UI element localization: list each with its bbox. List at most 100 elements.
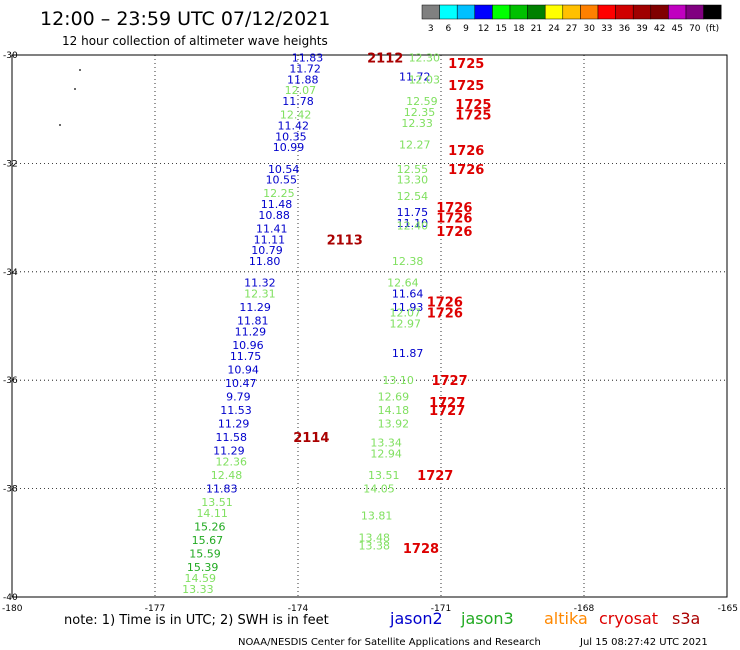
jason3-swh-label: 12.64 [387, 277, 419, 290]
jason3-swh-label: 13.34 [370, 437, 402, 450]
jason3-swh-label: 12.38 [392, 255, 424, 268]
pass-time-label: 1726 [427, 296, 463, 311]
color-scale-label: 39 [636, 24, 648, 34]
jason3-swh-label: 13.33 [182, 583, 214, 596]
jason2-swh-label: 11.83 [292, 52, 324, 65]
jason3-swh-label: 15.59 [189, 548, 221, 561]
jason3-swh-label: 14.18 [378, 404, 410, 417]
footer-timestamp: Jul 15 08:27:42 UTC 2021 [579, 637, 708, 648]
color-scale-swatch [650, 4, 669, 20]
pass-time-label: 1725 [455, 98, 491, 113]
jason2-swh-label: 10.99 [273, 141, 305, 154]
color-scale-swatch [580, 4, 599, 20]
pass-time-label: 1726 [436, 212, 472, 227]
color-scale-swatch [527, 4, 546, 20]
jason3-swh-label: 13.51 [201, 496, 233, 509]
jason3-swh-label: 12.36 [216, 456, 248, 469]
wave-height-points: 11.8311.7211.8811.7811.4210.3510.9910.54… [182, 52, 440, 596]
jason2-swh-label: 11.29 [235, 325, 267, 338]
satellite-legend-cryosat: cryosat [599, 609, 658, 628]
color-scale-swatch [456, 4, 476, 20]
y-tick-label: -32 [3, 159, 18, 169]
jason2-swh-label: 11.87 [392, 347, 424, 360]
jason2-swh-label: 11.41 [256, 222, 288, 235]
jason2-swh-label: 10.79 [251, 244, 283, 257]
color-scale-label: (ft) [706, 24, 720, 34]
color-scale-swatch [615, 4, 634, 20]
jason3-swh-label: 12.97 [390, 317, 422, 330]
x-axis-ticks: -180 -177 -174 -171 -168 -165 [2, 604, 738, 614]
jason3-swh-label: 13.51 [368, 469, 400, 482]
jason3-swh-label: 12.25 [263, 187, 295, 200]
pass-time-label: 1725 [455, 109, 491, 124]
jason3-swh-label: 12.07 [390, 306, 422, 319]
jason2-swh-label: 11.42 [277, 119, 309, 132]
y-tick-label: -30 [3, 51, 18, 61]
jason2-swh-label: 10.88 [258, 209, 290, 222]
chart-subtitle: 12 hour collection of altimeter wave hei… [62, 34, 328, 48]
x-tick-label: -171 [431, 604, 451, 614]
color-scale-label: 12 [478, 24, 489, 34]
jason2-swh-label: 10.35 [275, 130, 307, 143]
color-scale-swatch [632, 4, 652, 20]
pass-time-label: 1727 [429, 404, 465, 419]
color-scale-label: 3 [428, 24, 434, 34]
jason2-swh-label: 11.29 [213, 445, 245, 458]
jason3-swh-label: 13.10 [382, 374, 414, 387]
jason2-swh-label: 9.79 [226, 390, 251, 403]
jason3-swh-label: 13.30 [397, 174, 429, 187]
jason2-swh-label: 11.88 [287, 73, 319, 86]
jason2-swh-label: 11.81 [237, 315, 269, 328]
pass-time-label: 2113 [327, 233, 363, 248]
satellite-legend-jason2: jason2 [389, 609, 443, 628]
x-tick-label: -180 [2, 604, 23, 614]
jason2-swh-label: 11.75 [397, 206, 429, 219]
land-dot [74, 88, 76, 90]
color-scale-swatch [544, 4, 564, 20]
color-scale-swatch [668, 4, 687, 20]
footer-credit: NOAA/NESDIS Center for Satellite Applica… [238, 637, 541, 648]
color-scale-swatch [492, 4, 511, 20]
jason3-swh-label: 13.81 [361, 510, 393, 523]
color-scale-swatch [474, 4, 493, 20]
y-axis-ticks: -30 -32 -34 -36 -38 -40 [3, 51, 18, 603]
satellite-legend-jason3: jason3 [460, 609, 514, 628]
color-scale-label: 18 [513, 24, 525, 34]
color-scale-label: 33 [601, 24, 612, 34]
pass-time-label: 1726 [448, 144, 484, 159]
jason2-swh-label: 11.10 [397, 217, 429, 230]
jason3-swh-label: 12.30 [409, 52, 441, 65]
note-text: note: 1) Time is in UTC; 2) SWH is in fe… [64, 613, 329, 628]
jason3-swh-label: 12.42 [280, 109, 312, 122]
jason3-swh-label: 12.48 [211, 469, 243, 482]
jason3-swh-label: 12.35 [404, 106, 436, 119]
jason2-swh-label: 11.75 [230, 350, 262, 363]
color-scale-label: 36 [619, 24, 631, 34]
y-tick-label: -40 [3, 593, 18, 603]
color-scale-label: 27 [566, 24, 577, 34]
jason3-swh-label: 13.38 [359, 540, 391, 553]
satellite-legend-altika: altika [544, 609, 588, 628]
jason3-swh-label: 13.92 [378, 418, 410, 431]
jason2-swh-label: 11.83 [206, 483, 238, 496]
y-tick-label: -38 [3, 485, 18, 495]
jason3-swh-label: 15.39 [187, 561, 219, 574]
chart-title: 12:00 – 23:59 UTC 07/12/2021 [40, 8, 330, 30]
jason3-swh-label: 12.31 [244, 287, 276, 300]
color-scale-swatch [562, 4, 581, 20]
color-scale-label: 21 [531, 24, 542, 34]
color-scale-swatch [703, 4, 722, 20]
jason2-swh-label: 10.96 [232, 339, 264, 352]
jason3-swh-label: 12.54 [397, 190, 429, 203]
jason3-swh-label: 12.33 [401, 117, 433, 130]
x-tick-label: -168 [574, 604, 595, 614]
jason3-swh-label: 14.59 [185, 572, 217, 585]
jason2-swh-label: 11.78 [282, 95, 314, 108]
jason3-swh-label: 13.48 [359, 531, 391, 544]
jason3-swh-label: 15.26 [194, 521, 226, 534]
color-scale-label: 42 [654, 24, 665, 34]
color-scale-label: 15 [495, 24, 506, 34]
color-scale-label: 24 [548, 24, 560, 34]
jason2-swh-label: 10.47 [225, 377, 257, 390]
jason2-swh-label: 11.48 [261, 198, 293, 211]
